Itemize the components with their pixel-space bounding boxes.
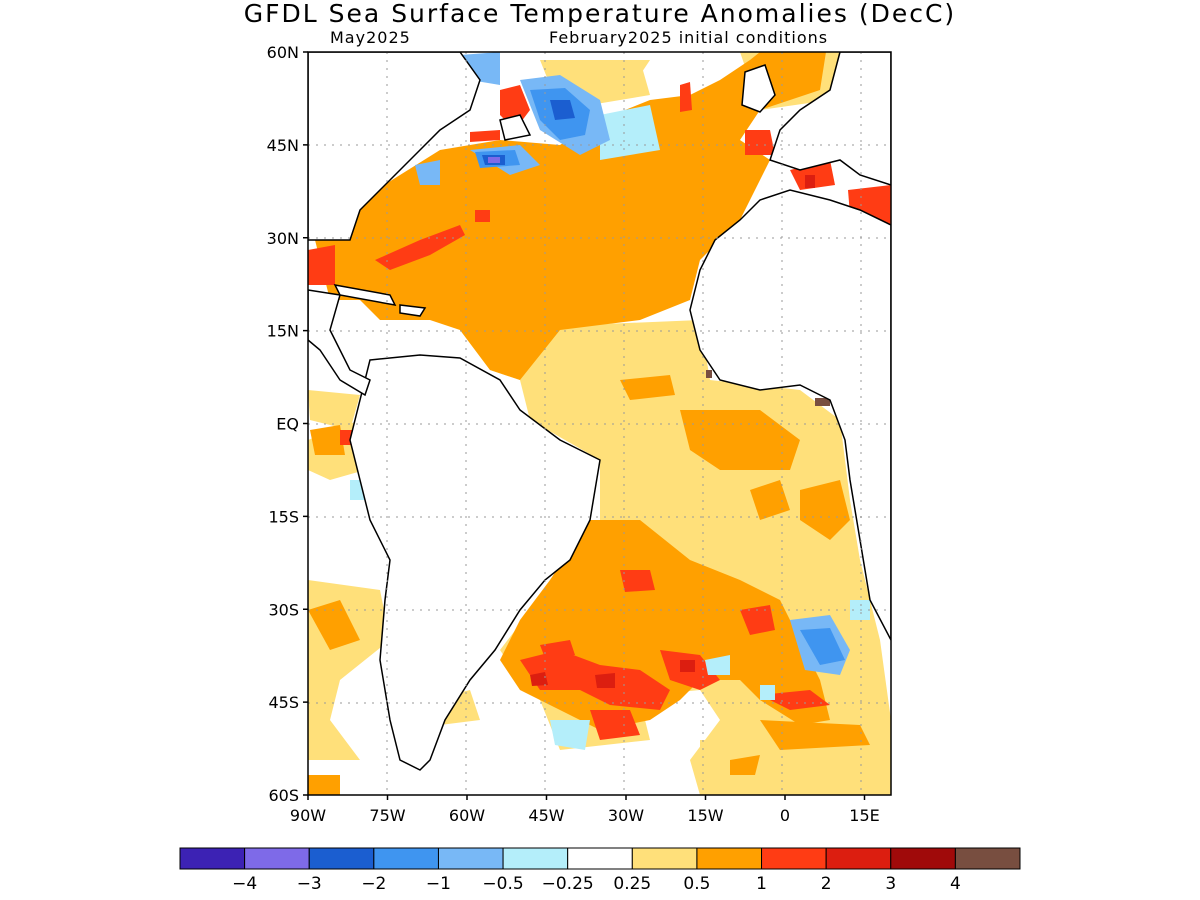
lat-tick-label: 45S — [268, 693, 299, 712]
lon-tick-label: 0 — [780, 806, 790, 825]
colorbar-label: 0.25 — [613, 874, 651, 894]
colorbar-label: 2 — [821, 874, 832, 894]
colorbar-swatch — [761, 847, 827, 870]
colorbar-swatch — [437, 847, 504, 870]
central-america-land — [308, 289, 371, 397]
landmasses — [308, 52, 891, 771]
colorbar-label: −1 — [426, 874, 451, 894]
lon-tick-label: 90W — [290, 806, 326, 825]
south-america-land — [349, 354, 601, 771]
colorbar-swatch — [567, 847, 633, 870]
colorbar-swatch — [502, 847, 569, 870]
map-title: GFDL Sea Surface Temperature Anomalies (… — [243, 0, 957, 28]
lon-tick-label: 45W — [528, 806, 564, 825]
colorbar-label: −2 — [361, 874, 386, 894]
colorbar-label: −0.5 — [482, 874, 523, 894]
anomaly-violet — [488, 157, 500, 163]
anomaly-red — [530, 175, 815, 688]
colorbar-swatch — [244, 847, 310, 870]
colorbar-swatch — [179, 847, 246, 870]
initial-conditions-label: February2025 initial conditions — [549, 28, 829, 47]
lon-tick-label: 75W — [369, 806, 405, 825]
map-field — [308, 52, 891, 795]
colorbar-swatch — [890, 847, 956, 870]
colorbar-swatch — [631, 847, 698, 870]
lon-tick-label: 15E — [849, 806, 879, 825]
lon-tick-label: 15W — [687, 806, 723, 825]
newfoundland-land — [499, 114, 532, 141]
colorbar-swatch — [954, 847, 1021, 870]
colorbar-label: −0.25 — [542, 874, 594, 894]
colorbar-label: 1 — [756, 874, 767, 894]
lat-tick-label: 30N — [267, 229, 299, 248]
north-america-land — [308, 52, 481, 241]
lat-tick-label: 15S — [268, 507, 299, 526]
hispaniola-land — [399, 304, 427, 317]
latitude-axis: 60N 45N 30N 15N EQ 15S 30S 45S 60S — [267, 43, 308, 805]
graticule — [308, 52, 891, 795]
lon-tick-label: 60W — [449, 806, 485, 825]
anomaly-brown — [706, 370, 830, 406]
colorbar-label: 3 — [885, 874, 896, 894]
lon-tick-label: 30W — [608, 806, 644, 825]
colorbar-swatch — [308, 847, 375, 870]
colorbar-label: −3 — [297, 874, 322, 894]
colorbar-swatch — [696, 847, 763, 870]
colorbar-label: 4 — [950, 874, 961, 894]
forecast-month: May2025 — [330, 28, 411, 47]
colorbar-swatch — [373, 847, 439, 870]
lat-tick-label: 45N — [267, 136, 299, 155]
longitude-axis: 90W 75W 60W 45W 30W 15W 0 15E — [290, 795, 880, 825]
africa-land — [689, 189, 891, 641]
cuba-land — [333, 283, 397, 307]
british-isles-land — [741, 64, 776, 113]
lat-tick-label: 15N — [267, 322, 299, 341]
lat-tick-label: EQ — [276, 415, 299, 434]
colorbar-label: 0.5 — [683, 874, 710, 894]
colorbar-swatch — [825, 847, 892, 870]
lat-tick-label: 60N — [267, 43, 299, 62]
lat-tick-label: 30S — [268, 600, 299, 619]
colorbar: −4 −3 −2 −1 −0.5 −0.25 0.25 0.5 1 2 3 4 — [179, 847, 1021, 894]
lat-tick-label: 60S — [268, 786, 299, 805]
colorbar-label: −4 — [232, 874, 257, 894]
